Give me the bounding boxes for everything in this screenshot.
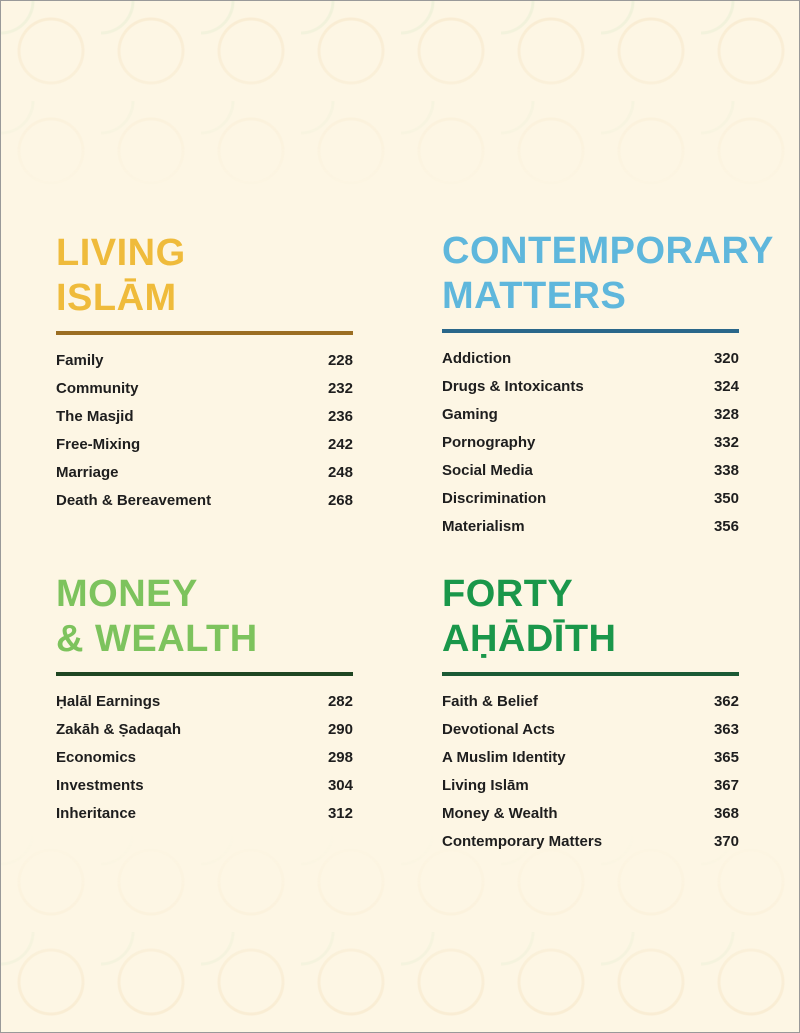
toc-entry[interactable]: Free-Mixing 242 xyxy=(56,431,353,459)
toc-entry-page: 365 xyxy=(713,749,739,766)
section-heading: LIVING ISLĀM xyxy=(56,231,353,321)
heading-line-2: AḤĀDĪTH xyxy=(442,618,617,660)
decorative-pattern-top xyxy=(1,1,799,201)
toc-entry-page: 304 xyxy=(327,777,353,794)
toc-entry-title: Faith & Belief xyxy=(442,693,538,710)
toc-entry-page: 350 xyxy=(713,490,739,507)
heading-line-2: ISLĀM xyxy=(56,277,177,319)
toc-list: Ḥalāl Earnings 282 Zakāh & Ṣadaqah 290 E… xyxy=(56,688,353,828)
toc-entry[interactable]: A Muslim Identity 365 xyxy=(442,744,739,772)
toc-entry-title: Investments xyxy=(56,777,144,794)
toc-entry-page: 324 xyxy=(713,378,739,395)
toc-entry-page: 363 xyxy=(713,721,739,738)
toc-entry-page: 332 xyxy=(713,434,739,451)
section-divider xyxy=(442,329,739,333)
decorative-pattern-bottom xyxy=(1,832,799,1032)
toc-entry-page: 328 xyxy=(713,406,739,423)
toc-entry-page: 290 xyxy=(327,721,353,738)
toc-entry-title: Zakāh & Ṣadaqah xyxy=(56,721,182,738)
section-living-islam: LIVING ISLĀM Family 228 Community 232 Th… xyxy=(56,231,353,515)
toc-entry[interactable]: Devotional Acts 363 xyxy=(442,716,739,744)
toc-entry[interactable]: Economics 298 xyxy=(56,744,353,772)
toc-entry-title: Living Islām xyxy=(442,777,529,794)
toc-entry[interactable]: Marriage 248 xyxy=(56,459,353,487)
toc-entry-page: 298 xyxy=(327,749,353,766)
section-forty-ahadith: FORTY AḤĀDĪTH Faith & Belief 362 Devotio… xyxy=(442,572,739,856)
toc-entry-page: 312 xyxy=(327,805,353,822)
toc-entry-title: Discrimination xyxy=(442,490,547,507)
section-heading: MONEY & WEALTH xyxy=(56,572,353,662)
toc-entry-page: 282 xyxy=(327,693,353,710)
heading-line-1: CONTEMPORARY xyxy=(442,230,774,272)
toc-entry-title: Drugs & Intoxicants xyxy=(442,378,584,395)
section-divider xyxy=(56,331,353,335)
toc-entry-title: Contemporary Matters xyxy=(442,833,603,850)
toc-entry[interactable]: Pornography 332 xyxy=(442,429,739,457)
toc-list: Family 228 Community 232 The Masjid 236 … xyxy=(56,347,353,515)
toc-entry-title: Economics xyxy=(56,749,137,766)
section-divider xyxy=(56,672,353,676)
heading-line-2: & WEALTH xyxy=(56,618,258,660)
section-heading: FORTY AḤĀDĪTH xyxy=(442,572,739,662)
toc-entry-title: Pornography xyxy=(442,434,536,451)
toc-entry[interactable]: Living Islām 367 xyxy=(442,772,739,800)
toc-entry-title: Free-Mixing xyxy=(56,436,141,453)
toc-entry-page: 338 xyxy=(713,462,739,479)
toc-entry[interactable]: Faith & Belief 362 xyxy=(442,688,739,716)
toc-entry[interactable]: Ḥalāl Earnings 282 xyxy=(56,688,353,716)
toc-entry-title: Addiction xyxy=(442,350,512,367)
toc-entry-title: Social Media xyxy=(442,462,533,479)
toc-entry[interactable]: Materialism 356 xyxy=(442,513,739,541)
toc-entry-page: 370 xyxy=(713,833,739,850)
toc-entry-page: 356 xyxy=(713,518,739,535)
toc-entry-page: 268 xyxy=(327,492,353,509)
toc-list: Faith & Belief 362 Devotional Acts 363 A… xyxy=(442,688,739,856)
toc-entry-page: 362 xyxy=(713,693,739,710)
toc-entry[interactable]: Death & Bereavement 268 xyxy=(56,487,353,515)
toc-entry-title: Devotional Acts xyxy=(442,721,555,738)
heading-line-2: MATTERS xyxy=(442,275,627,317)
toc-entry[interactable]: The Masjid 236 xyxy=(56,403,353,431)
toc-entry-page: 320 xyxy=(713,350,739,367)
toc-entry-page: 242 xyxy=(327,436,353,453)
toc-entry[interactable]: Drugs & Intoxicants 324 xyxy=(442,373,739,401)
heading-line-1: FORTY xyxy=(442,573,574,615)
toc-entry-title: Death & Bereavement xyxy=(56,492,212,509)
toc-entry-title: Ḥalāl Earnings xyxy=(56,693,161,710)
toc-entry[interactable]: Addiction 320 xyxy=(442,345,739,373)
toc-entry[interactable]: Investments 304 xyxy=(56,772,353,800)
toc-entry[interactable]: Discrimination 350 xyxy=(442,485,739,513)
toc-entry[interactable]: Zakāh & Ṣadaqah 290 xyxy=(56,716,353,744)
toc-entry-title: Family xyxy=(56,352,104,369)
toc-entry-page: 367 xyxy=(713,777,739,794)
toc-entry-title: The Masjid xyxy=(56,408,134,425)
toc-list: Addiction 320 Drugs & Intoxicants 324 Ga… xyxy=(442,345,739,541)
toc-entry-page: 228 xyxy=(327,352,353,369)
section-money-wealth: MONEY & WEALTH Ḥalāl Earnings 282 Zakāh … xyxy=(56,572,353,828)
toc-entry[interactable]: Gaming 328 xyxy=(442,401,739,429)
toc-entry-title: Materialism xyxy=(442,518,525,535)
toc-entry[interactable]: Family 228 xyxy=(56,347,353,375)
toc-entry-title: Gaming xyxy=(442,406,498,423)
toc-entry-title: Money & Wealth xyxy=(442,805,558,822)
heading-line-1: LIVING xyxy=(56,232,186,274)
toc-entry[interactable]: Social Media 338 xyxy=(442,457,739,485)
toc-entry[interactable]: Contemporary Matters 370 xyxy=(442,828,739,856)
section-divider xyxy=(442,672,739,676)
toc-entry[interactable]: Money & Wealth 368 xyxy=(442,800,739,828)
toc-entry-page: 248 xyxy=(327,464,353,481)
section-heading: CONTEMPORARY MATTERS xyxy=(442,229,774,319)
heading-line-1: MONEY xyxy=(56,573,198,615)
toc-entry[interactable]: Inheritance 312 xyxy=(56,800,353,828)
toc-entry-page: 236 xyxy=(327,408,353,425)
toc-entry-page: 232 xyxy=(327,380,353,397)
toc-entry-title: Marriage xyxy=(56,464,119,481)
toc-entry[interactable]: Community 232 xyxy=(56,375,353,403)
toc-entry-title: Inheritance xyxy=(56,805,137,822)
toc-entry-page: 368 xyxy=(713,805,739,822)
toc-entry-title: Community xyxy=(56,380,139,397)
toc-entry-title: A Muslim Identity xyxy=(442,749,566,766)
section-contemporary-matters: CONTEMPORARY MATTERS Addiction 320 Drugs… xyxy=(442,229,774,541)
